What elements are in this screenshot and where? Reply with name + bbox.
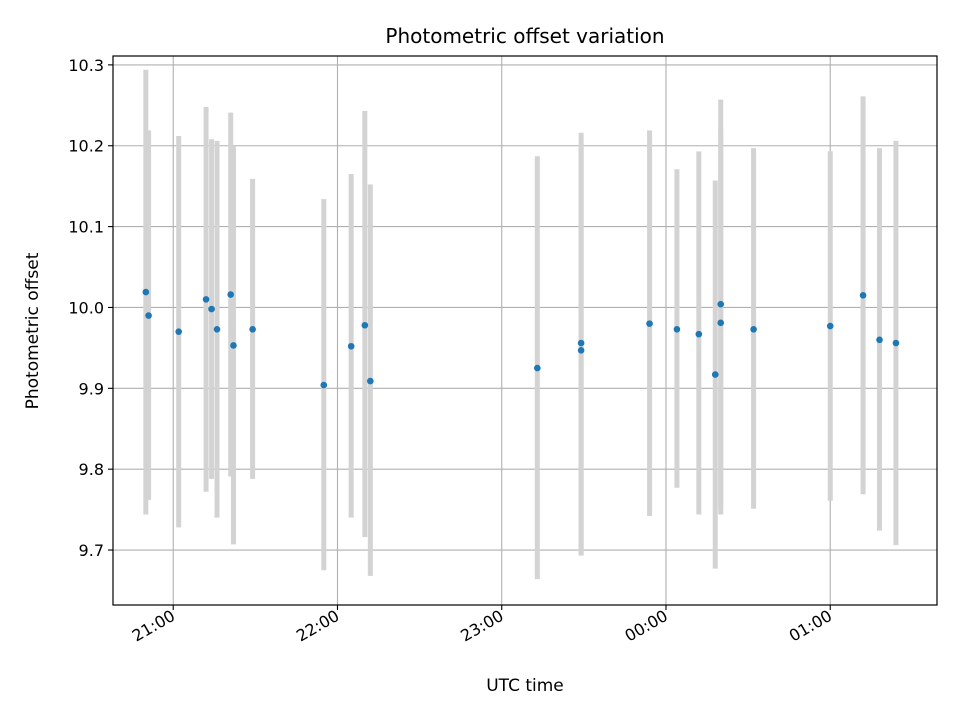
y-tick-label: 10.2	[68, 137, 104, 156]
y-tick-label: 10.1	[68, 218, 104, 237]
y-tick-label: 10.0	[68, 298, 104, 317]
data-point	[646, 320, 653, 327]
data-point	[717, 319, 725, 327]
y-tick-label: 9.7	[79, 541, 104, 560]
data-point	[142, 288, 150, 296]
data-point	[347, 342, 355, 350]
data-point	[673, 325, 681, 333]
data-point	[711, 371, 719, 378]
data-point	[361, 321, 369, 329]
data-point	[213, 325, 221, 333]
data-point	[826, 322, 834, 330]
data-point	[230, 342, 237, 349]
data-point	[892, 339, 900, 347]
point-layer	[142, 288, 900, 389]
data-point	[145, 312, 152, 319]
data-point	[367, 377, 374, 385]
data-point	[249, 325, 256, 333]
data-point	[717, 300, 725, 308]
y-axis-label: Photometric offset	[23, 252, 43, 409]
data-point	[227, 291, 235, 298]
data-point	[175, 328, 183, 336]
data-point	[750, 325, 757, 333]
x-axis-label: UTC time	[486, 676, 564, 696]
data-point	[876, 336, 883, 344]
y-tick-label: 10.3	[68, 56, 104, 75]
data-point	[534, 364, 541, 372]
data-point	[695, 330, 703, 338]
y-tick-label: 9.8	[79, 460, 104, 479]
data-point	[859, 292, 867, 299]
data-point	[577, 347, 585, 354]
data-point	[202, 296, 210, 303]
data-point	[208, 305, 215, 313]
y-tick-label: 9.9	[79, 379, 104, 398]
plot-frame	[112, 55, 938, 606]
data-point	[577, 339, 585, 347]
data-point	[320, 381, 328, 389]
chart-title: Photometric offset variation	[385, 24, 664, 48]
